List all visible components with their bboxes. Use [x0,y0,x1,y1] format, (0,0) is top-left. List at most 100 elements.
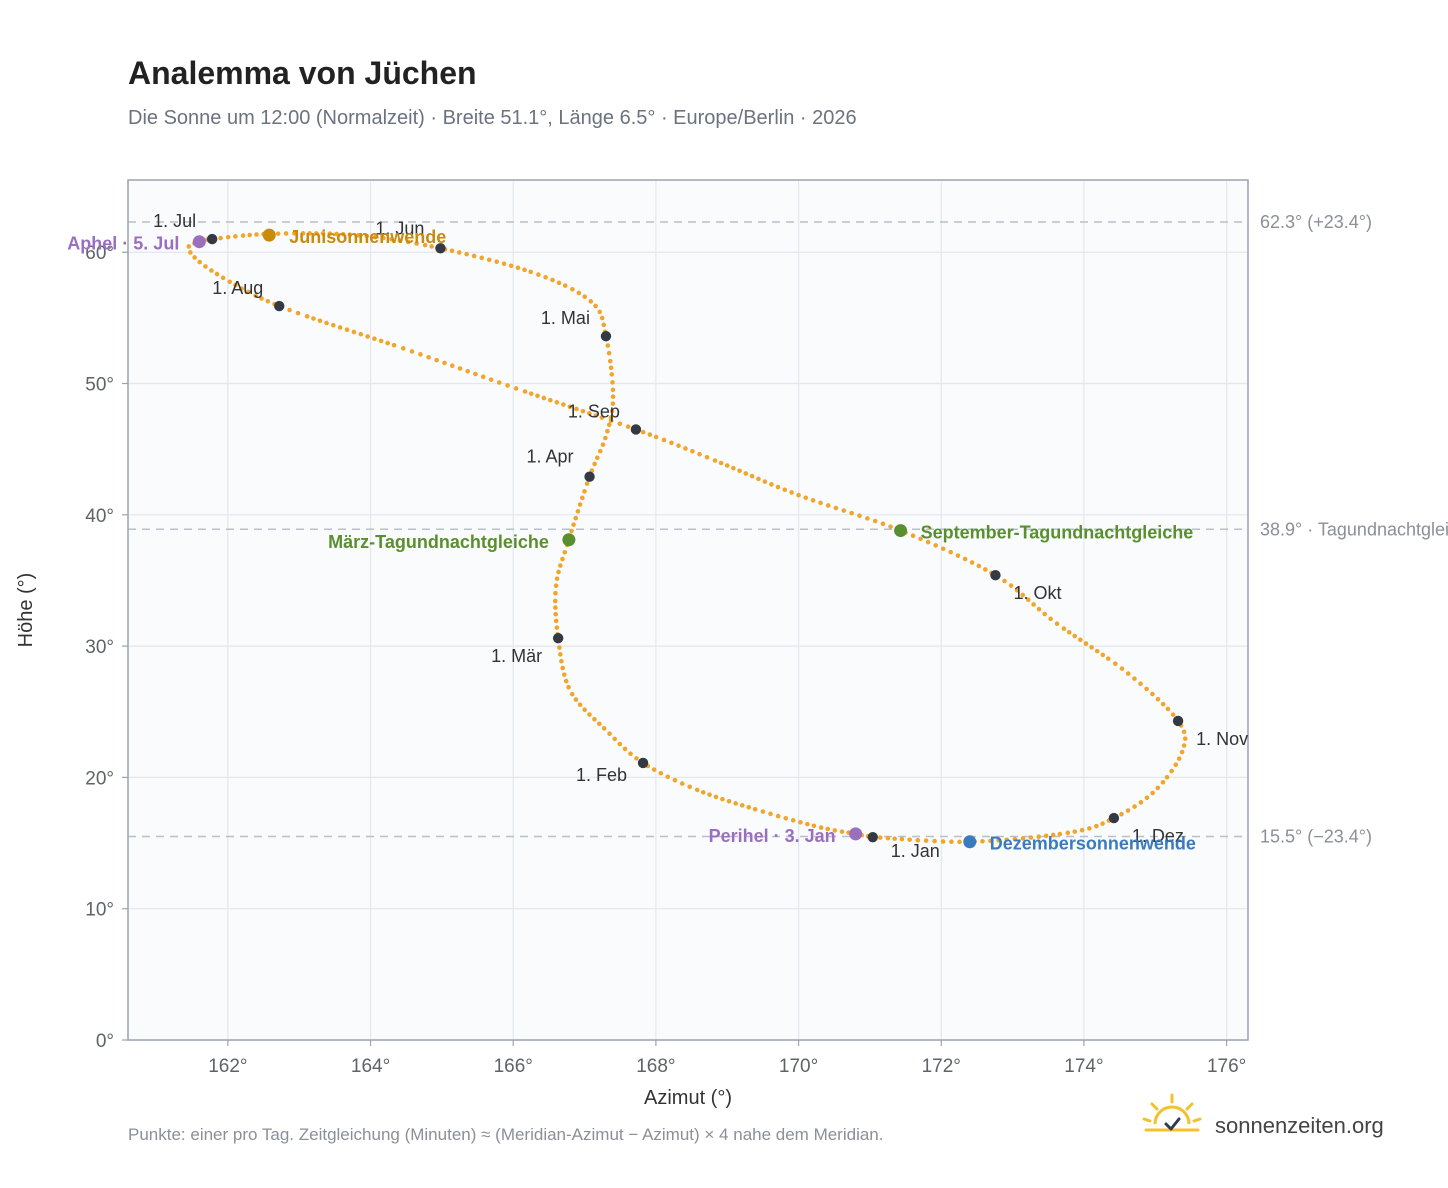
day-dot [275,231,281,236]
day-dot [587,411,592,416]
day-dot [389,236,394,242]
day-dot [400,346,406,351]
y-tick-label: 20° [85,768,114,789]
day-dot [494,259,499,265]
day-dot [372,234,378,240]
day-dot [1169,768,1174,774]
day-dot [610,380,615,385]
day-dot [556,569,561,575]
event-label: September-Tagundnachtgleiche [921,523,1194,543]
day-dot [344,327,350,333]
day-dot [1119,666,1125,671]
day-dot [1042,611,1047,617]
month-dot-0 [867,831,878,843]
day-dot [1057,831,1063,837]
day-dot [1089,645,1094,650]
day-dot [434,357,439,363]
day-dot [1160,701,1166,707]
day-dot [307,231,312,236]
day-dot [593,413,599,418]
day-dot [1119,811,1124,817]
day-dot [704,454,710,460]
day-dot [580,408,586,414]
day-dot [915,837,921,843]
y-tick-label: 40° [85,506,114,527]
day-dot [1160,779,1166,785]
day-dot [1150,790,1155,796]
day-dot [426,354,431,360]
day-dot [1132,804,1137,809]
month-label: 1. Okt [1013,583,1061,603]
day-dot [501,261,507,267]
day-dot [988,838,993,844]
x-axis-ticks: 162° 164° 166° 168° 170° 172° 174° 176° [208,1040,1246,1077]
month-dot-11 [1108,812,1120,824]
day-dot [841,508,847,513]
day-dot [577,502,583,507]
day-dot [364,233,370,239]
day-dot [337,325,343,330]
day-dot [561,402,566,407]
day-dot [731,465,736,471]
day-dot [597,721,602,727]
event-label: Aphel · 5. Jul [67,234,179,254]
day-dot [599,415,605,420]
day-dot [473,371,478,377]
month-label: 1. Sep [568,401,620,421]
day-dot [933,543,939,548]
day-dot [265,298,271,304]
sun-logo-icon [1142,1093,1202,1132]
day-dot [803,495,809,501]
y-tick-label: 0° [96,1031,114,1052]
day-dot [582,707,587,713]
day-dot [233,282,238,288]
y-tick-label: 60° [85,243,114,264]
day-dot [300,231,306,236]
day-dot [849,510,854,516]
day-dot [471,253,477,259]
day-dot [1014,587,1020,593]
day-dot [923,838,929,843]
month-dot-7 [274,300,285,312]
day-dot [811,823,817,829]
day-dot [577,702,583,708]
month-dot-6 [206,233,218,245]
day-dot [789,490,794,495]
day-dot [743,471,749,476]
day-dot [203,264,208,269]
day-dot [694,787,700,793]
day-dot [622,746,628,752]
day-dot [818,500,823,506]
day-dot [314,231,319,236]
day-dot [1031,602,1036,607]
day-dot [810,498,816,503]
day-dot [607,731,612,737]
day-dot [372,336,377,341]
month-markers: 1. Jan 1. Feb 1. Mär 1. Apr 1. Mai 1. Jun 1. J… [153,211,1248,861]
day-dot [1144,686,1149,692]
day-dot [1105,656,1111,661]
day-dot [1048,616,1053,622]
day-dot [818,825,824,830]
day-dot [1173,762,1179,768]
day-dot [749,473,755,479]
day-dot [833,505,839,511]
day-dot [857,513,862,519]
day-dot [522,267,527,273]
day-dot [239,286,244,291]
day-dot [769,482,774,487]
day-dot [647,432,653,437]
day-dot [825,826,831,832]
day-dot [513,386,519,391]
day-dot [746,804,752,810]
day-dot [575,509,581,514]
month-dot-5 [435,243,446,254]
day-dot [561,672,567,677]
month-label: 1. Aug [212,278,263,298]
x-tick-label: 168° [636,1056,675,1077]
reference-line-label: 62.3° (+23.4°) [1260,212,1372,232]
day-dot [628,751,633,757]
day-dot [665,774,671,780]
day-dot [918,536,923,542]
